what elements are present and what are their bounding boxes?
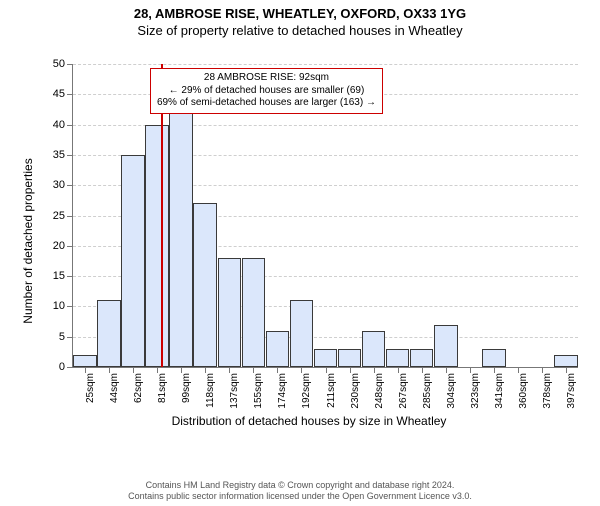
y-axis-label: Number of detached properties <box>21 158 35 323</box>
y-tick <box>67 185 73 186</box>
x-tick-label: 174sqm <box>277 373 288 409</box>
x-tick-label: 118sqm <box>205 373 216 408</box>
footer-line2: Contains public sector information licen… <box>0 491 600 502</box>
y-tick <box>67 216 73 217</box>
histogram-bar <box>290 300 314 367</box>
x-tick-label: 360sqm <box>518 373 529 409</box>
histogram-bar <box>97 300 121 367</box>
y-tick-label: 35 <box>53 149 65 161</box>
y-tick <box>67 306 73 307</box>
y-tick <box>67 155 73 156</box>
x-tick-label: 44sqm <box>109 373 120 403</box>
histogram-bar <box>362 331 386 367</box>
y-tick-label: 15 <box>53 270 65 282</box>
y-tick <box>67 94 73 95</box>
footer: Contains HM Land Registry data © Crown c… <box>0 480 600 503</box>
x-tick-label: 211sqm <box>326 373 337 408</box>
histogram-bar <box>410 349 434 367</box>
histogram-bar <box>73 355 97 367</box>
annotation-box: 28 AMBROSE RISE: 92sqm ← 29% of detached… <box>150 68 383 114</box>
x-axis-label: Distribution of detached houses by size … <box>172 414 447 428</box>
y-tick-label: 30 <box>53 179 65 191</box>
page-title: 28, AMBROSE RISE, WHEATLEY, OXFORD, OX33… <box>0 6 600 21</box>
x-tick-label: 267sqm <box>398 373 409 409</box>
y-tick-label: 45 <box>53 88 65 100</box>
histogram-bar <box>386 349 410 367</box>
x-tick-label: 192sqm <box>301 373 312 409</box>
y-tick <box>67 125 73 126</box>
histogram-bar <box>169 112 193 367</box>
histogram-bar <box>434 325 458 367</box>
y-tick <box>67 337 73 338</box>
y-tick-label: 5 <box>59 331 65 343</box>
x-tick-label: 341sqm <box>494 373 505 409</box>
y-tick <box>67 276 73 277</box>
histogram-bar <box>242 258 266 367</box>
y-tick-label: 25 <box>53 210 65 222</box>
annotation-line1: 28 AMBROSE RISE: 92sqm <box>157 72 376 85</box>
histogram-bar <box>338 349 362 367</box>
x-tick-label: 155sqm <box>253 373 264 409</box>
y-tick-label: 10 <box>53 300 65 312</box>
y-tick <box>67 367 73 368</box>
plot-area: 0510152025303540455025sqm44sqm62sqm81sqm… <box>72 64 578 368</box>
x-tick-label: 285sqm <box>422 373 433 409</box>
annotation-line2: ← 29% of detached houses are smaller (69… <box>157 85 376 98</box>
y-tick-label: 40 <box>53 119 65 131</box>
x-tick-label: 230sqm <box>350 373 361 409</box>
histogram-bar <box>554 355 578 367</box>
y-tick-label: 0 <box>59 361 65 373</box>
x-tick-label: 62sqm <box>133 373 144 403</box>
x-tick-label: 397sqm <box>566 373 577 409</box>
x-tick-label: 248sqm <box>374 373 385 409</box>
x-tick-label: 25sqm <box>85 373 96 403</box>
x-tick-label: 323sqm <box>470 373 481 409</box>
y-tick <box>67 246 73 247</box>
x-tick-label: 81sqm <box>157 373 168 403</box>
histogram-bar <box>482 349 506 367</box>
annotation-line3: 69% of semi-detached houses are larger (… <box>157 97 376 110</box>
gridline <box>73 64 578 65</box>
footer-line1: Contains HM Land Registry data © Crown c… <box>0 480 600 491</box>
page-subtitle: Size of property relative to detached ho… <box>0 23 600 38</box>
histogram-bar <box>314 349 338 367</box>
y-tick <box>67 64 73 65</box>
histogram-bar <box>193 203 217 367</box>
x-tick-label: 137sqm <box>229 373 240 409</box>
x-tick-label: 304sqm <box>446 373 457 409</box>
histogram-bar <box>145 125 169 367</box>
y-tick-label: 50 <box>53 58 65 70</box>
histogram-bar <box>266 331 290 367</box>
chart-container: Number of detached properties 0510152025… <box>34 56 584 426</box>
histogram-bar <box>218 258 242 367</box>
x-tick-label: 99sqm <box>181 373 192 403</box>
histogram-bar <box>121 155 145 367</box>
y-tick-label: 20 <box>53 240 65 252</box>
x-tick-label: 378sqm <box>542 373 553 409</box>
